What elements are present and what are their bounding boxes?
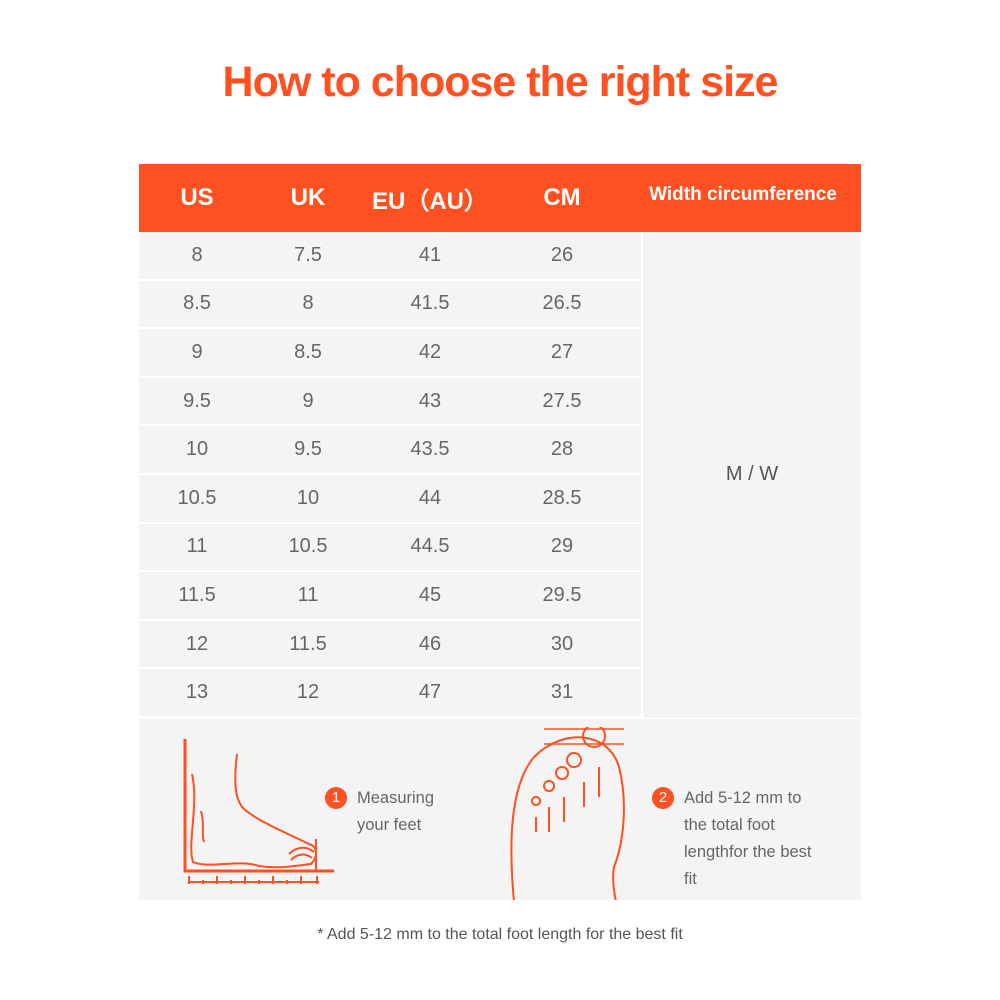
- table-row: 10 9.5 43.5 28: [139, 426, 641, 475]
- cell-uk: 9: [302, 389, 314, 412]
- table-rows: 8 7.5 41 26 8.5 8 41.5 26.5 9 8.5 42 27 9.5 9 43 27.5 10…: [139, 232, 641, 718]
- cell-uk: 10: [296, 486, 320, 509]
- table-row: 9.5 9 43 27.5: [139, 378, 641, 427]
- table-row: 8 7.5 41 26: [139, 232, 641, 281]
- cell-us: 12: [185, 632, 209, 655]
- cell-us: 10.5: [177, 486, 217, 509]
- step-2-text: Add 5-12 mm to the total foot lengthfor …: [684, 789, 812, 888]
- table-row: 11.5 11 45 29.5: [139, 572, 641, 621]
- width-value: M / W: [641, 232, 861, 718]
- cell-cm: 28: [550, 438, 574, 461]
- table-row: 11 10.5 44.5 29: [139, 524, 641, 573]
- cell-us: 13: [185, 681, 209, 704]
- size-table: US UK EU（AU） CM Width circumference 8 7.5…: [139, 164, 861, 718]
- cell-cm: 30: [550, 632, 574, 655]
- cell-us: 9.5: [183, 389, 211, 412]
- cell-eu: 41: [418, 243, 442, 266]
- cell-us: 8.5: [183, 292, 211, 315]
- header-uk: UK: [290, 184, 326, 211]
- cell-eu: 45: [418, 583, 442, 606]
- step-2: 2 Add 5-12 mm to the total foot lengthfo…: [652, 785, 814, 893]
- step-2-number: 2: [652, 787, 674, 809]
- cell-us: 10: [185, 438, 209, 461]
- cell-cm: 28.5: [542, 486, 582, 509]
- table-header: US UK EU（AU） CM Width circumference: [139, 164, 861, 232]
- header-eu: EU（AU）: [371, 187, 488, 215]
- cell-uk: 8: [302, 292, 314, 315]
- foot-side-measure-icon: [183, 739, 334, 884]
- cell-cm: 27.5: [542, 389, 582, 412]
- cell-us: 11: [186, 535, 208, 558]
- table-row: 9 8.5 42 27: [139, 329, 641, 378]
- cell-eu: 44: [418, 486, 442, 509]
- header-width: Width circumference: [649, 184, 837, 205]
- header-cm: CM: [543, 184, 581, 211]
- cell-cm: 29: [550, 535, 574, 558]
- table-row: 8.5 8 41.5 26.5: [139, 281, 641, 330]
- cell-eu: 41.5: [410, 292, 450, 315]
- cell-eu: 43.5: [410, 438, 450, 461]
- page-title: How to choose the right size: [222, 58, 779, 106]
- cell-uk: 9.5: [294, 438, 322, 461]
- cell-uk: 10.5: [288, 535, 328, 558]
- cell-us: 9: [191, 340, 203, 363]
- cell-cm: 29.5: [542, 583, 582, 606]
- step-1-number: 1: [325, 787, 347, 809]
- cell-cm: 27: [550, 340, 574, 363]
- cell-eu: 43: [418, 389, 442, 412]
- cell-uk: 11.5: [289, 632, 327, 655]
- cell-eu: 42: [418, 340, 442, 363]
- step-1-text: Measuring your feet: [357, 789, 435, 834]
- cell-eu: 47: [418, 681, 442, 704]
- table-row: 12 11.5 46 30: [139, 621, 641, 670]
- measure-guide: 1 Measuring your feet 2 Add 5-12 mm to t…: [139, 719, 861, 900]
- cell-eu: 46: [418, 632, 442, 655]
- header-us: US: [180, 184, 214, 211]
- step-1: 1 Measuring your feet: [325, 785, 447, 839]
- cell-uk: 12: [296, 681, 320, 704]
- foot-top-icon: [510, 727, 625, 900]
- cell-cm: 26: [550, 243, 574, 266]
- cell-us: 8: [191, 243, 203, 266]
- cell-eu: 44.5: [410, 535, 450, 558]
- footnote: * Add 5-12 mm to the total foot length f…: [317, 926, 683, 943]
- cell-uk: 7.5: [294, 243, 322, 266]
- cell-cm: 31: [550, 681, 574, 704]
- cell-uk: 8.5: [294, 340, 322, 363]
- cell-us: 11.5: [178, 583, 216, 606]
- cell-uk: 11: [297, 583, 319, 606]
- cell-cm: 26.5: [542, 292, 582, 315]
- table-row: 13 12 47 31: [139, 669, 641, 718]
- table-row: 10.5 10 44 28.5: [139, 475, 641, 524]
